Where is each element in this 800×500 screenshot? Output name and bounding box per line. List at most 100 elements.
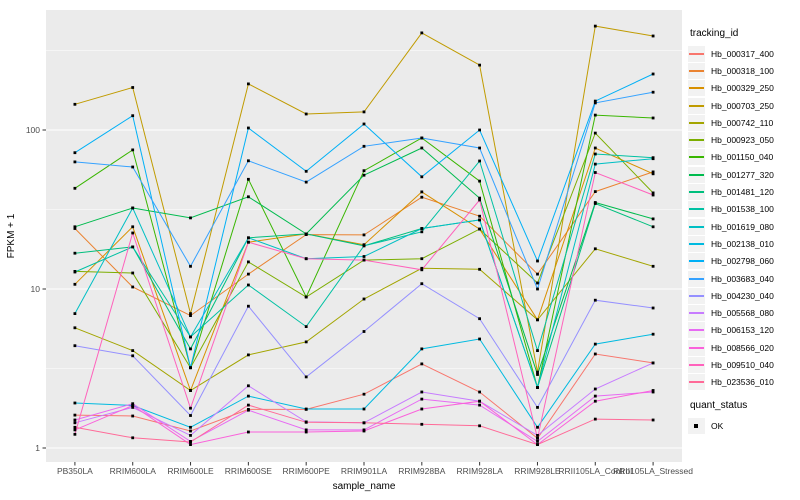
data-point bbox=[304, 295, 308, 299]
data-point bbox=[651, 172, 655, 176]
legend-item-label: Hb_000703_250 bbox=[711, 100, 774, 111]
data-point bbox=[362, 392, 366, 396]
data-point bbox=[536, 425, 539, 429]
legend-item: Hb_000742_110 bbox=[688, 114, 800, 131]
series-color-line-icon bbox=[689, 69, 704, 72]
data-point bbox=[478, 214, 481, 218]
legend-key bbox=[688, 184, 705, 201]
legend-item-label: Hb_001481_120 bbox=[711, 187, 774, 198]
data-point bbox=[73, 425, 77, 429]
data-point bbox=[536, 370, 539, 374]
data-point bbox=[593, 399, 597, 403]
series-color-line-icon bbox=[689, 52, 704, 55]
data-point bbox=[131, 271, 135, 275]
data-point bbox=[304, 430, 308, 434]
data-point bbox=[593, 113, 597, 117]
data-point bbox=[189, 314, 192, 317]
data-point bbox=[593, 146, 597, 150]
legend-item-label: Hb_000329_250 bbox=[711, 83, 774, 94]
data-point bbox=[73, 401, 77, 405]
data-point bbox=[247, 283, 250, 287]
data-point bbox=[189, 440, 192, 444]
legend2-title: quant_status bbox=[690, 400, 748, 411]
legend-item: Hb_000317_400 bbox=[688, 45, 800, 62]
legend-item: Hb_001538_100 bbox=[688, 201, 800, 218]
x-tick-label: RRIM600LA bbox=[110, 466, 157, 476]
legend-item-label: Hb_001277_320 bbox=[711, 169, 774, 180]
data-point bbox=[73, 413, 77, 417]
data-point bbox=[420, 230, 424, 234]
legend-item: Hb_001277_320 bbox=[688, 166, 800, 183]
data-point bbox=[651, 225, 655, 229]
data-point bbox=[593, 131, 597, 135]
data-point bbox=[536, 287, 539, 291]
legend-key bbox=[688, 270, 705, 287]
data-point bbox=[247, 272, 250, 276]
legend-key bbox=[688, 218, 705, 235]
series-color-line-icon bbox=[689, 277, 704, 280]
data-point bbox=[478, 218, 481, 222]
series-color-line-icon bbox=[689, 260, 704, 263]
legend-item-ok: OK bbox=[688, 417, 800, 434]
legend-item-label: Hb_000923_050 bbox=[711, 135, 774, 146]
legend-tracking-id: tracking_id Hb_000317_400 Hb_000318_100 Hb… bbox=[688, 28, 800, 391]
legend-item-label: Hb_001538_100 bbox=[711, 204, 774, 215]
data-point bbox=[131, 231, 135, 235]
data-point bbox=[593, 352, 597, 356]
data-point bbox=[73, 102, 77, 106]
data-point bbox=[420, 282, 424, 286]
legend-item-label: Hb_000317_400 bbox=[711, 48, 774, 59]
legend-item: Hb_006153_120 bbox=[688, 322, 800, 339]
x-tick-label: RRII105LA_Control bbox=[558, 466, 632, 476]
data-point bbox=[478, 267, 481, 271]
series-color-line-icon bbox=[689, 191, 704, 194]
data-point bbox=[536, 386, 539, 389]
data-point bbox=[189, 414, 192, 417]
data-point bbox=[420, 397, 424, 401]
legend-item-label: Hb_002138_010 bbox=[711, 238, 774, 249]
data-point bbox=[73, 160, 77, 164]
y-axis-title: FPKM + 1 bbox=[6, 213, 17, 258]
data-point bbox=[189, 443, 192, 446]
data-point bbox=[536, 318, 539, 322]
data-point bbox=[131, 436, 135, 440]
legend-key bbox=[688, 374, 705, 391]
x-tick-label: RRIM928LE bbox=[514, 466, 561, 476]
legend-key bbox=[688, 62, 705, 79]
legend-item: Hb_001619_080 bbox=[688, 218, 800, 235]
data-point bbox=[478, 198, 481, 202]
data-point bbox=[362, 144, 366, 148]
data-point bbox=[420, 390, 424, 394]
series-color-line-icon bbox=[689, 346, 704, 349]
data-point bbox=[536, 373, 539, 376]
data-point bbox=[651, 361, 655, 365]
legend-key bbox=[688, 166, 705, 183]
data-point bbox=[420, 257, 424, 261]
x-tick-label: RRII105LA_Stressed bbox=[613, 466, 693, 476]
data-point bbox=[131, 245, 135, 249]
data-point bbox=[362, 297, 366, 301]
legend-key bbox=[688, 287, 705, 304]
legend-item: Hb_000318_100 bbox=[688, 62, 800, 79]
data-point bbox=[247, 353, 250, 357]
data-point bbox=[131, 165, 135, 169]
legend-item: Hb_001481_120 bbox=[688, 183, 800, 201]
data-point bbox=[73, 282, 77, 286]
y-tick-label: 1 bbox=[35, 443, 40, 453]
legend-key bbox=[688, 253, 705, 270]
data-point bbox=[189, 389, 192, 392]
data-point bbox=[420, 146, 424, 150]
data-point bbox=[420, 190, 424, 194]
data-point bbox=[651, 72, 655, 76]
legend-item: Hb_009510_040 bbox=[688, 356, 800, 373]
series-color-line-icon bbox=[689, 173, 704, 176]
data-point bbox=[478, 196, 481, 200]
data-point bbox=[536, 434, 539, 437]
data-point bbox=[651, 264, 655, 268]
legend-item-label: Hb_008566_020 bbox=[711, 342, 774, 353]
legend-key bbox=[688, 201, 705, 218]
legend-item: Hb_023536_010 bbox=[688, 374, 800, 391]
data-point bbox=[478, 63, 481, 67]
data-point bbox=[73, 428, 77, 432]
data-point bbox=[593, 394, 597, 398]
